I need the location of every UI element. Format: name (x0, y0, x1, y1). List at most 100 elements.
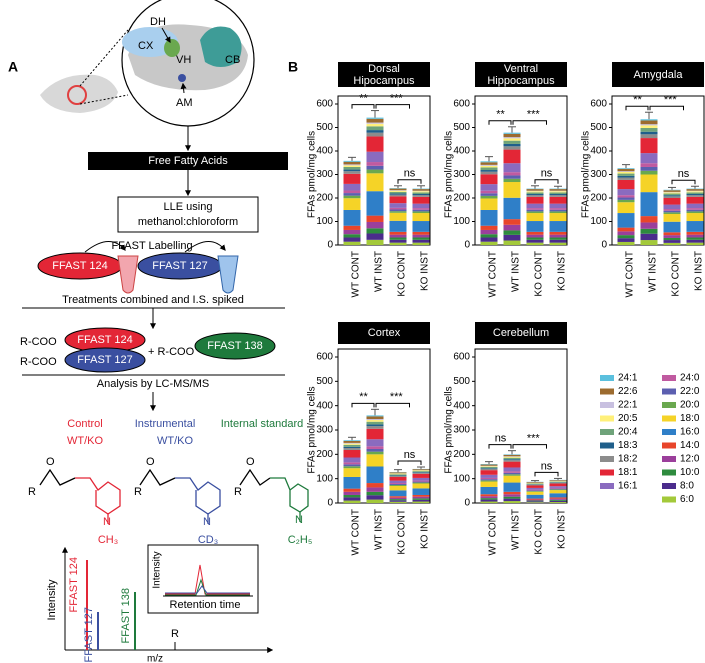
bar-segment (526, 237, 544, 240)
sig-label: ns (541, 460, 553, 472)
legend-label: 20:5 (618, 413, 638, 424)
bar-segment (503, 467, 521, 472)
bar-segment (686, 195, 704, 197)
bar-segment (480, 479, 498, 481)
bar-segment (617, 231, 635, 236)
bar-segment (389, 472, 407, 474)
bar-segment (389, 193, 407, 195)
plot-frame (474, 348, 568, 504)
bar-segment (366, 420, 384, 422)
bar-segment (366, 123, 384, 127)
group-label: Control (67, 418, 102, 430)
bar-segment (480, 167, 498, 171)
y-tick-label: 400 (316, 146, 333, 157)
bar-segment (503, 472, 521, 475)
bar-segment (412, 470, 430, 472)
sig-label: ns (495, 433, 507, 445)
bar-segment (640, 127, 658, 132)
chart-title: Cortex (338, 322, 430, 344)
y-tick-label: 600 (590, 99, 607, 110)
bar-segment (412, 501, 430, 503)
bar-segment (549, 483, 567, 487)
bar-segment (389, 499, 407, 501)
legend-label: 22:6 (618, 386, 638, 397)
legend-label: 22:1 (618, 400, 638, 411)
bar-segment (412, 483, 430, 489)
legend-swatch (600, 375, 614, 381)
bar-segment (549, 211, 567, 214)
chem-text: C₂H₅ (288, 534, 313, 546)
bar-segment (526, 191, 544, 193)
bar-segment (526, 489, 544, 491)
tube (117, 255, 139, 294)
bar-segment (617, 177, 635, 180)
bar-segment (526, 192, 544, 195)
bar-segment (480, 195, 498, 199)
bar-segment (480, 499, 498, 502)
y-tick-label: 600 (316, 99, 333, 110)
y-tick-label: 300 (316, 425, 333, 436)
sig-label: ** (633, 94, 642, 106)
bar-segment (366, 454, 384, 467)
sig-label: *** (390, 391, 404, 403)
bar-segment (366, 415, 384, 417)
bar-segment (503, 230, 521, 235)
x-tick-label: KO INST (420, 251, 431, 291)
bar-segment (343, 444, 361, 447)
bar-segment (617, 197, 635, 200)
legend-label: 16:0 (680, 427, 700, 438)
bar-segment (549, 482, 567, 484)
bar-segment (412, 211, 430, 214)
bar-segment (549, 189, 567, 191)
bar-segment (366, 233, 384, 240)
bar-segment (366, 487, 384, 492)
bar-segment (686, 191, 704, 193)
bar-segment (617, 175, 635, 178)
legend-label: 18:2 (618, 454, 638, 465)
bar-segment (503, 460, 521, 462)
y-tick-label: 200 (590, 193, 607, 204)
bar-segment (343, 446, 361, 449)
bar-segment (686, 208, 704, 210)
bar-segment (526, 485, 544, 488)
bar-segment (412, 189, 430, 191)
x-tick-label: WT CONT (351, 509, 362, 555)
bar-segment (663, 213, 681, 222)
bar-segment (663, 210, 681, 213)
bar-segment (412, 469, 430, 471)
bar-segment (526, 498, 544, 500)
bar-segment (412, 221, 430, 232)
legend-label: 6:0 (680, 494, 694, 505)
group-label: WT/KO (157, 435, 193, 447)
y-tick-label: 0 (464, 240, 470, 251)
bar-segment (412, 488, 430, 495)
peak-label: FFAST 124 (68, 557, 80, 612)
y-tick-label: 0 (601, 240, 607, 251)
bar-segment (389, 234, 407, 238)
bar-segment (412, 194, 430, 196)
bar-segment (480, 481, 498, 487)
sig-label: ** (359, 92, 368, 104)
bar-segment (503, 219, 521, 225)
bar-segment (480, 498, 498, 500)
y-axis-label: FFAs pmol/mg cells (307, 131, 318, 218)
bar-segment (617, 199, 635, 203)
y-tick-label: 600 (316, 352, 333, 363)
bar-segment (549, 488, 567, 490)
bar-segment (389, 500, 407, 502)
bar-segment (549, 234, 567, 238)
bar-segment (480, 162, 498, 165)
bar-segment (549, 221, 567, 232)
bar-segment (686, 203, 704, 209)
bar-segment (503, 140, 521, 144)
spectrum (62, 544, 274, 653)
bar-segment (366, 130, 384, 133)
bar-segment (480, 170, 498, 172)
bar-segment (686, 192, 704, 195)
bar-segment (366, 426, 384, 429)
bar-segment (663, 204, 681, 210)
bar-segment (526, 491, 544, 492)
legend-label: 18:0 (680, 413, 700, 424)
bar-segment (663, 192, 681, 194)
